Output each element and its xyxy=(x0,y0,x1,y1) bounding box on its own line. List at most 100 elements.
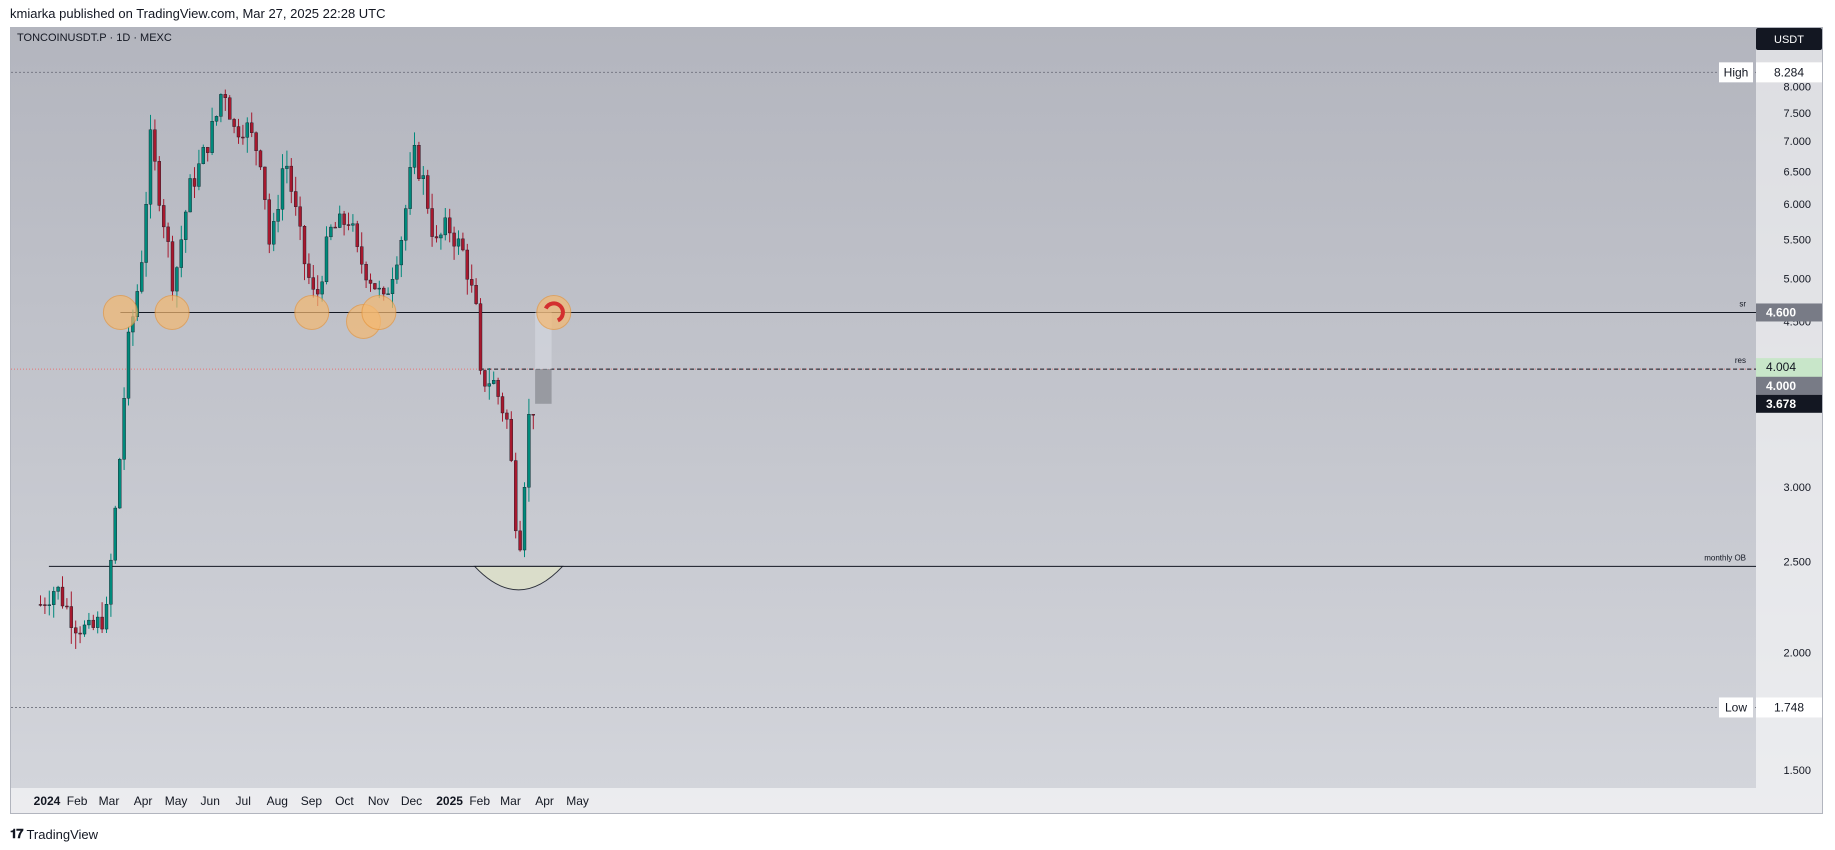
candle-body xyxy=(492,380,496,384)
x-tick-label: Mar xyxy=(500,794,521,808)
candle-body xyxy=(474,285,478,304)
candle-body xyxy=(126,331,131,399)
candle-body xyxy=(65,605,69,608)
price-tag-text: 4.004 xyxy=(1766,360,1796,374)
low-value-text: 1.748 xyxy=(1774,700,1804,714)
candle-body xyxy=(285,165,289,169)
candle-body xyxy=(157,161,162,206)
candle-body xyxy=(421,175,425,179)
candle-body xyxy=(43,604,47,606)
candle-body xyxy=(192,178,197,187)
price-tag-bg xyxy=(1756,303,1822,322)
candle-body xyxy=(161,205,166,228)
x-tick-label: Aug xyxy=(267,794,288,808)
candle-body xyxy=(461,238,465,251)
brand-footer[interactable]: 𝟏𝟕 TradingView xyxy=(10,826,98,842)
candle-body xyxy=(302,226,307,265)
brand-name: TradingView xyxy=(26,826,99,842)
candle-body xyxy=(276,209,280,222)
candle-body xyxy=(448,217,452,234)
tradingview-logo-icon: 𝟏𝟕 xyxy=(10,826,24,841)
x-tick-label: 2025 xyxy=(436,794,463,808)
candle-body xyxy=(496,380,500,397)
x-tick-label: Feb xyxy=(469,794,490,808)
x-tick-label: Sep xyxy=(301,794,323,808)
candle-body xyxy=(478,303,483,371)
candle-body xyxy=(390,279,395,294)
x-tick-label: Apr xyxy=(134,794,153,808)
candle-body xyxy=(487,383,491,387)
candle-body xyxy=(47,604,51,606)
candle-body xyxy=(316,289,320,295)
candles-layer xyxy=(38,89,535,649)
candle-body xyxy=(505,412,509,420)
candle-body xyxy=(205,147,210,153)
candle-body xyxy=(483,370,487,387)
candle-body xyxy=(166,226,170,242)
candle-body xyxy=(289,165,293,192)
price-axis-background xyxy=(1756,28,1822,813)
candle-body xyxy=(170,241,175,292)
candle-body xyxy=(100,616,104,630)
candle-body xyxy=(338,213,342,228)
candle-body xyxy=(298,206,302,227)
candle-body xyxy=(307,263,311,278)
candle-body xyxy=(144,204,148,263)
candle-body xyxy=(122,398,126,460)
candle-body xyxy=(426,175,430,209)
x-tick-label: May xyxy=(566,794,589,808)
candle-body xyxy=(518,530,522,551)
price-tag-bg xyxy=(1756,376,1822,395)
touch-marker-circle xyxy=(536,294,572,330)
axis-layer: 8.0007.5007.0006.5006.0005.5005.0004.500… xyxy=(34,82,1811,808)
price-tag-bg xyxy=(1756,394,1822,413)
publish-caption: kmiarka published on TradingView.com, Ma… xyxy=(10,6,386,21)
currency-tag-bg xyxy=(1756,28,1822,50)
x-tick-label: Dec xyxy=(401,794,422,808)
candle-body xyxy=(87,619,91,626)
candle-body xyxy=(219,94,223,117)
candle-body xyxy=(324,236,329,283)
x-tick-label: Jun xyxy=(201,794,220,808)
candle-body xyxy=(175,267,179,292)
x-tick-label: Jul xyxy=(236,794,251,808)
price-tag-text: 4.600 xyxy=(1766,305,1796,319)
candle-body xyxy=(74,627,78,634)
candle-body xyxy=(263,166,267,200)
low-label-bg xyxy=(1719,697,1753,718)
candle-body xyxy=(294,191,298,207)
touch-marker-circle xyxy=(361,294,397,330)
candle-body xyxy=(183,211,188,240)
candle-body xyxy=(382,287,386,295)
y-tick-label: 5.000 xyxy=(1783,273,1811,285)
candle-body xyxy=(179,239,184,268)
candle-body xyxy=(509,418,513,461)
price-tag-bg xyxy=(1756,358,1822,377)
candle-body xyxy=(320,281,324,295)
candle-body xyxy=(267,199,271,245)
x-tick-label: May xyxy=(165,794,188,808)
y-tick-label: 6.000 xyxy=(1783,199,1811,211)
chart-frame[interactable]: TONCOINUSDT.P · 1D · MEXC sr res monthly O… xyxy=(10,27,1823,814)
candle-body xyxy=(249,122,254,133)
candle-body xyxy=(78,632,82,635)
x-tick-label: Mar xyxy=(99,794,120,808)
candle-body xyxy=(95,616,100,628)
candle-body xyxy=(333,226,337,229)
price-tags-layer: USDTHigh8.284Low1.7484.6004.00401:31:434… xyxy=(1719,28,1822,718)
candle-body xyxy=(360,246,364,265)
y-tick-label: 7.000 xyxy=(1783,136,1811,148)
price-chart[interactable]: TONCOINUSDT.P · 1D · MEXC sr res monthly O… xyxy=(11,28,1822,813)
res-level-label: res xyxy=(1735,356,1746,365)
candle-body xyxy=(254,132,258,151)
candle-body xyxy=(245,122,250,138)
candle-body xyxy=(500,396,505,414)
candle-body xyxy=(351,223,355,226)
candle-body xyxy=(272,221,276,245)
candle-body xyxy=(214,116,219,122)
symbol-label: TONCOINUSDT.P · 1D · MEXC xyxy=(17,32,172,44)
candle-body xyxy=(258,150,263,168)
currency-tag-text: USDT xyxy=(1774,34,1804,46)
candle-body xyxy=(104,604,109,630)
candle-body xyxy=(408,167,412,209)
